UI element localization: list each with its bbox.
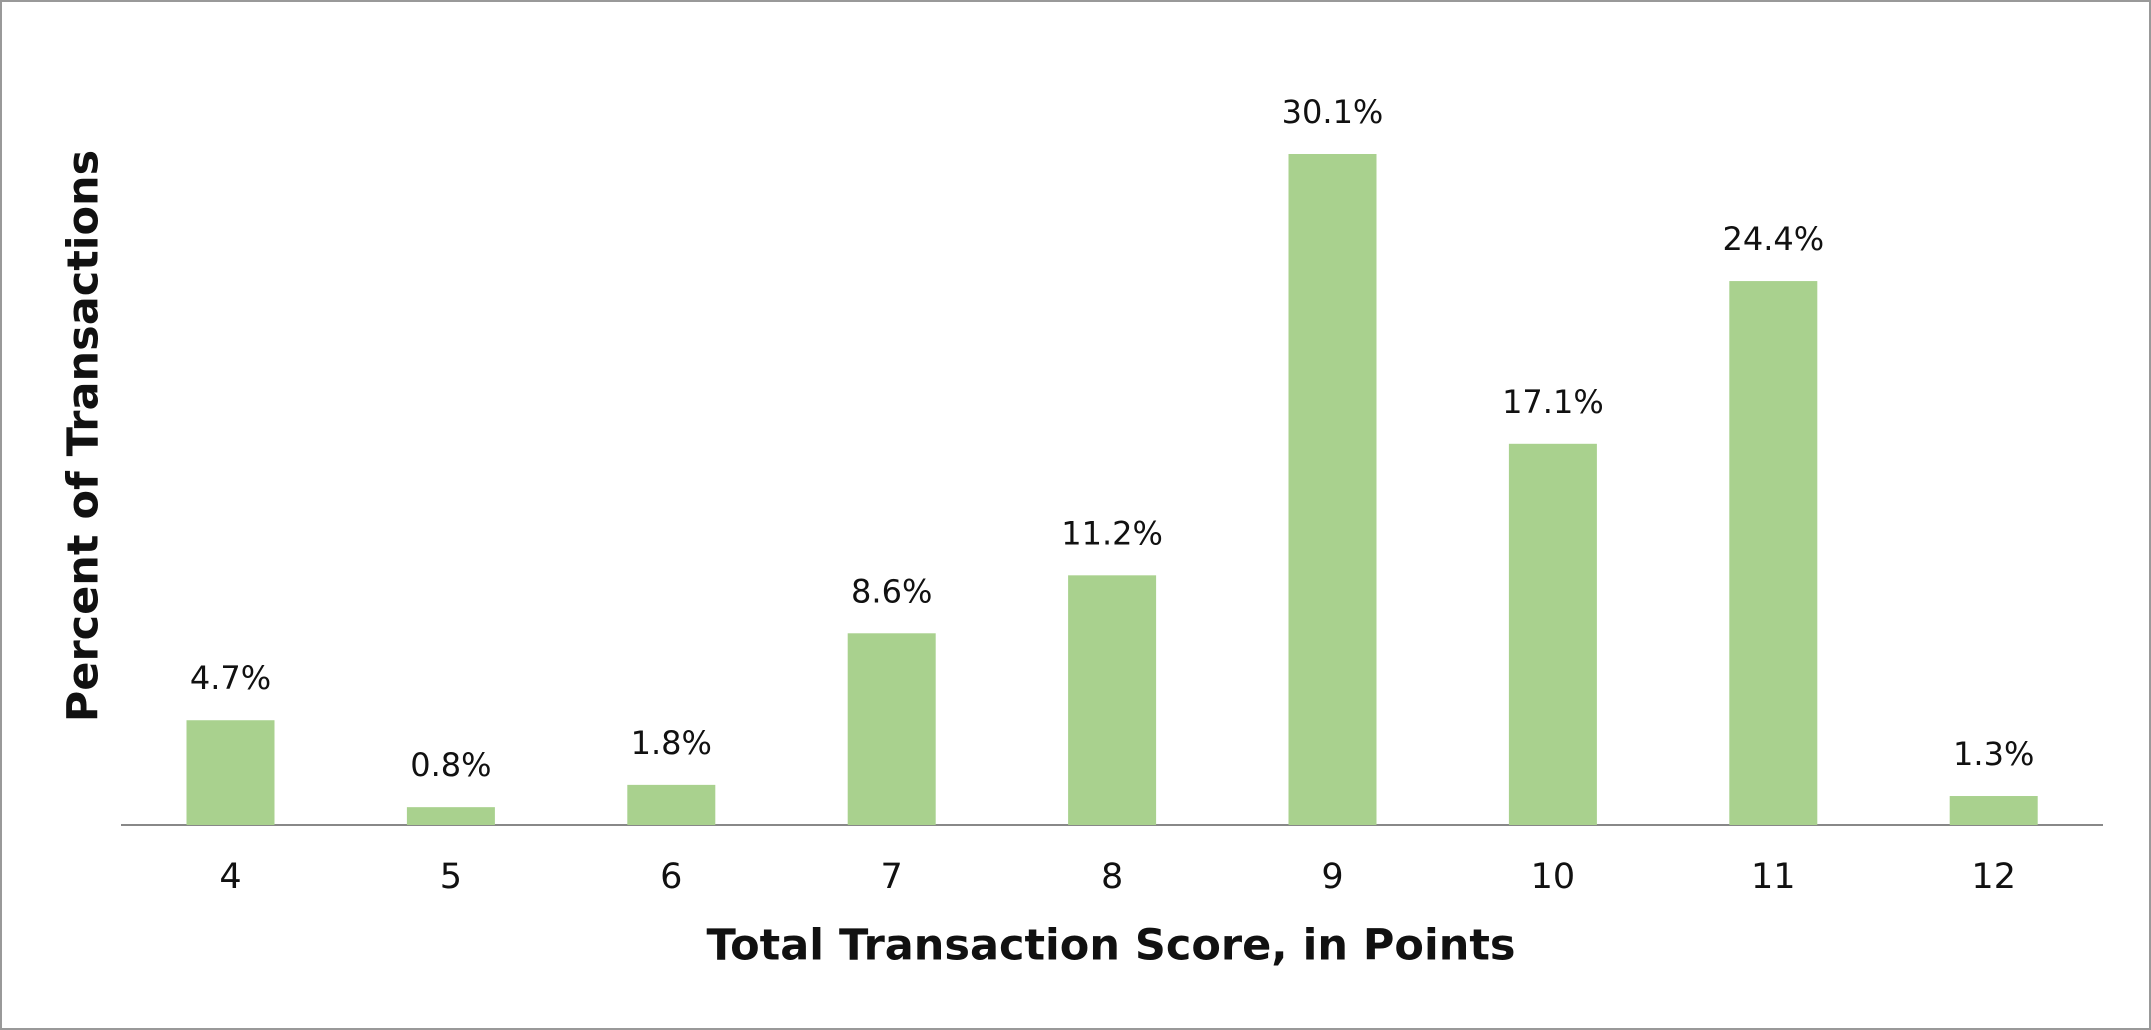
value-label: 1.8% [631, 724, 712, 762]
y-axis-title: Percent of Transactions [59, 150, 109, 722]
bar [1949, 796, 2038, 825]
value-label: 4.7% [190, 659, 271, 697]
x-tick-label: 12 [1971, 857, 2016, 897]
bar [847, 633, 936, 825]
bar [186, 720, 275, 825]
x-axis-title: Total Transaction Score, in Points [707, 921, 1516, 971]
value-label: 30.1% [1282, 93, 1384, 131]
bar [406, 807, 495, 825]
value-label: 11.2% [1061, 514, 1163, 552]
value-label: 8.6% [851, 572, 932, 610]
value-label: 1.3% [1953, 735, 2034, 773]
bar [1288, 154, 1377, 825]
x-tick-label: 6 [660, 857, 682, 897]
bar [1729, 281, 1818, 826]
value-label: 17.1% [1502, 383, 1604, 421]
bar [1068, 575, 1157, 825]
bar [1508, 443, 1597, 825]
bar [627, 784, 716, 825]
x-tick-label: 11 [1751, 857, 1796, 897]
x-tick-label: 4 [219, 857, 241, 897]
value-label: 24.4% [1722, 220, 1824, 258]
x-tick-label: 5 [440, 857, 462, 897]
x-tick-label: 9 [1321, 857, 1343, 897]
value-label: 0.8% [410, 746, 491, 784]
x-tick-label: 10 [1531, 857, 1576, 897]
x-tick-label: 8 [1101, 857, 1123, 897]
x-tick-label: 7 [881, 857, 903, 897]
